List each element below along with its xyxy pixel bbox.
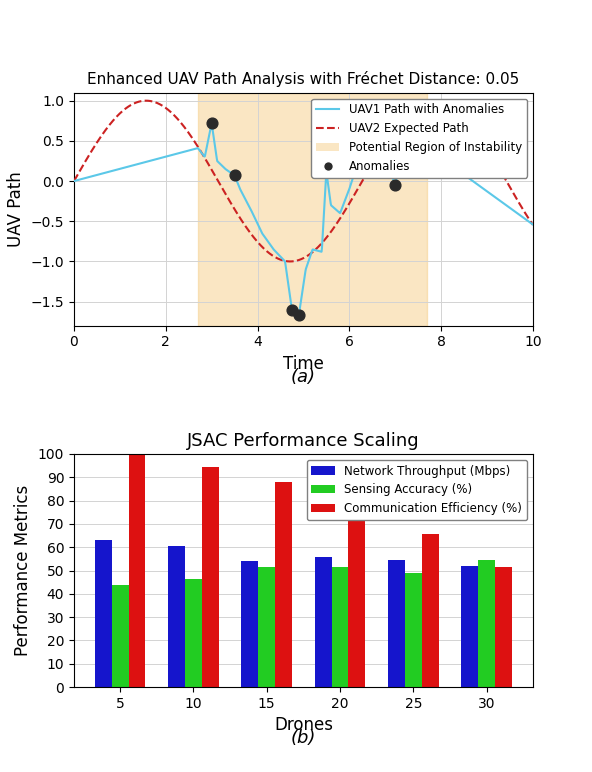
Bar [202,467,218,687]
Bar [258,567,275,687]
Bar [168,546,185,687]
Text: (b): (b) [291,729,316,747]
Bar [198,93,427,326]
Y-axis label: UAV Path: UAV Path [7,171,25,247]
Y-axis label: Performance Metrics: Performance Metrics [14,485,33,656]
Bar [349,505,365,687]
Bar [128,455,146,687]
Legend: Network Throughput (Mbps), Sensing Accuracy (%), Communication Efficiency (%): Network Throughput (Mbps), Sensing Accur… [307,460,527,520]
Title: Enhanced UAV Path Analysis with Fréchet Distance: 0.05: Enhanced UAV Path Analysis with Fréchet … [87,71,520,87]
Point [391,179,400,191]
Bar [242,561,258,687]
Bar [332,567,349,687]
X-axis label: Drones: Drones [274,716,333,734]
Point [287,303,297,316]
Bar [315,557,332,687]
Bar [95,540,112,687]
Bar [495,567,512,687]
Title: JSAC Performance Scaling: JSAC Performance Scaling [187,432,420,449]
Point [294,309,304,321]
Bar [388,560,405,687]
Point [207,117,217,130]
Text: (a): (a) [291,367,316,386]
Bar [275,482,292,687]
Bar [422,534,439,687]
Bar [461,566,478,687]
Bar [478,560,495,687]
Bar [185,579,202,687]
X-axis label: Time: Time [283,355,324,373]
Point [230,169,239,181]
Point [321,165,331,178]
Legend: UAV1 Path with Anomalies, UAV2 Expected Path, Potential Region of Instability, A: UAV1 Path with Anomalies, UAV2 Expected … [311,99,527,178]
Bar [405,573,422,687]
Bar [112,584,128,687]
